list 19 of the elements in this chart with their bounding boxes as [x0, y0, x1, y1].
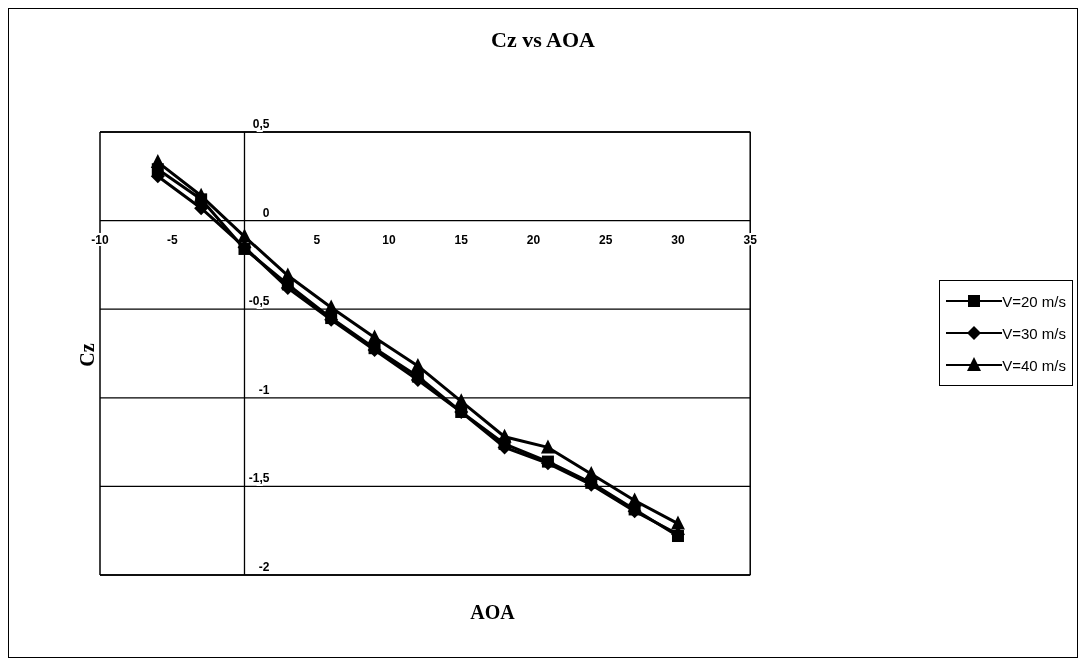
- x-tick-label: 20: [526, 232, 541, 247]
- y-tick-label: -2: [258, 560, 270, 574]
- x-tick-label: 30: [671, 232, 685, 247]
- y-tick-label: -0,5: [248, 294, 270, 309]
- y-tick-label: 0: [262, 205, 270, 220]
- legend-label: V=20 m/s: [1002, 292, 1066, 310]
- y-tick-label: -1,5: [248, 471, 270, 486]
- x-tick-label: 25: [599, 232, 613, 247]
- chart-title: Cz vs AOA: [490, 27, 596, 53]
- legend-label: V=30 m/s: [1002, 324, 1066, 342]
- x-tick-label: 5: [313, 232, 321, 247]
- y-tick-label: -1: [258, 382, 270, 397]
- x-tick-label: -5: [166, 232, 178, 247]
- y-axis-title: Cz: [76, 342, 99, 369]
- x-axis-title: AOA: [469, 601, 516, 624]
- x-tick-label: 10: [382, 232, 396, 247]
- legend-label: V=40 m/s: [1002, 356, 1066, 374]
- y-tick-label: 0,5: [252, 117, 270, 131]
- x-tick-label: 15: [454, 232, 469, 247]
